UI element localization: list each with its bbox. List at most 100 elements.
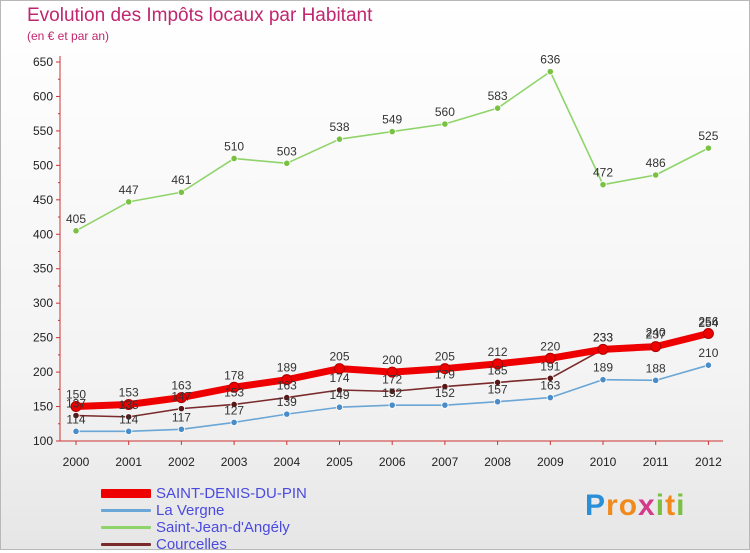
data-label: 256 [698, 315, 718, 329]
logo-letter: r [606, 489, 619, 522]
data-point [72, 411, 80, 420]
data-label: 172 [382, 372, 402, 386]
data-label: 152 [382, 386, 402, 400]
data-label: 233 [593, 330, 613, 344]
legend-swatch [101, 489, 151, 498]
data-point [230, 154, 238, 163]
data-label: 240 [646, 326, 666, 340]
data-point [386, 366, 398, 378]
data-point [123, 398, 135, 410]
data-point [546, 68, 554, 76]
data-label: 205 [329, 350, 349, 364]
data-point [177, 425, 185, 433]
x-tick-label: 2007 [432, 455, 459, 469]
chart-title: Evolution des Impôts locaux par Habitant [27, 5, 373, 26]
data-point [177, 405, 185, 413]
y-tick-label: 650 [33, 55, 53, 69]
data-point [650, 341, 662, 353]
data-label: 636 [540, 53, 560, 67]
chart-subtitle: (en € et par an) [27, 29, 110, 43]
data-point [125, 198, 133, 206]
y-tick-label: 150 [33, 400, 53, 414]
data-point [72, 227, 80, 235]
data-point [388, 387, 396, 395]
y-tick-label: 500 [33, 158, 53, 172]
data-label: 583 [488, 89, 508, 103]
x-tick-label: 2003 [221, 455, 248, 469]
y-tick-label: 450 [33, 193, 53, 207]
data-label: 178 [224, 368, 244, 382]
data-label: 549 [382, 113, 402, 127]
data-label: 205 [435, 350, 455, 364]
data-label: 163 [277, 379, 297, 393]
data-point [230, 400, 238, 409]
data-point [597, 343, 609, 355]
data-label: 150 [66, 388, 86, 402]
data-point [335, 403, 344, 411]
data-point [388, 401, 396, 409]
data-label: 472 [593, 166, 613, 180]
data-point [599, 376, 607, 384]
y-tick-label: 100 [33, 434, 53, 448]
logo-letter: x [638, 489, 656, 522]
proxiti-logo: Proxiti [585, 489, 685, 523]
data-label: 185 [488, 363, 508, 377]
data-point [493, 398, 502, 406]
data-point [652, 171, 660, 179]
data-label: 174 [329, 371, 349, 385]
data-point [546, 393, 554, 402]
axes: 100 150 200 250 300 350 400 450 500 550 600 650 2000… [33, 55, 723, 469]
data-label: 147 [171, 390, 191, 404]
data-point [335, 135, 344, 143]
data-point [388, 127, 396, 136]
data-point [283, 410, 291, 418]
data-point [493, 104, 502, 112]
data-point [492, 358, 504, 370]
data-label: 152 [435, 386, 455, 400]
data-point [704, 361, 713, 369]
y-tick-label: 350 [33, 262, 53, 276]
x-tick-label: 2011 [643, 455, 669, 469]
y-tick-label: 250 [33, 331, 53, 345]
x-tick-label: 2002 [168, 455, 195, 469]
data-point [599, 181, 607, 189]
data-point [441, 401, 449, 409]
x-tick-label: 2010 [590, 455, 617, 469]
data-point [283, 393, 291, 402]
x-tick-label: 2008 [484, 455, 511, 469]
data-label: 139 [277, 395, 297, 409]
data-point [72, 427, 80, 435]
data-point [652, 376, 660, 384]
data-label: 220 [540, 339, 560, 353]
data-label: 189 [593, 361, 613, 375]
x-tick-label: 2001 [115, 455, 142, 469]
data-label: 149 [329, 388, 349, 402]
data-label: 189 [277, 361, 297, 375]
legend-label: SAINT-DENIS-DU-PIN [156, 485, 307, 502]
data-label: 127 [224, 403, 244, 417]
data-label: 525 [698, 129, 718, 143]
data-label: 114 [119, 412, 138, 426]
data-label: 188 [646, 361, 666, 375]
y-tick-label: 300 [33, 296, 53, 310]
data-label: 191 [540, 359, 560, 373]
data-label: 538 [329, 120, 349, 134]
logo-letter: P [585, 489, 607, 522]
data-label: 233 [593, 330, 613, 344]
logo-letter: t [665, 489, 677, 522]
data-point [335, 386, 344, 394]
data-point [281, 374, 293, 386]
data-point [70, 401, 82, 413]
data-label: 117 [172, 410, 191, 424]
data-label: 461 [171, 173, 191, 187]
data-point [439, 363, 451, 375]
x-tick-label: 2004 [273, 455, 300, 469]
data-label: 153 [224, 385, 244, 399]
data-point [283, 159, 291, 167]
logo-letter: i [655, 489, 666, 522]
legend-label: La Vergne [156, 502, 225, 519]
x-tick-label: 2012 [695, 455, 722, 469]
data-point [493, 378, 502, 387]
series-line [75, 70, 710, 232]
x-tick-label: 2005 [326, 455, 353, 469]
